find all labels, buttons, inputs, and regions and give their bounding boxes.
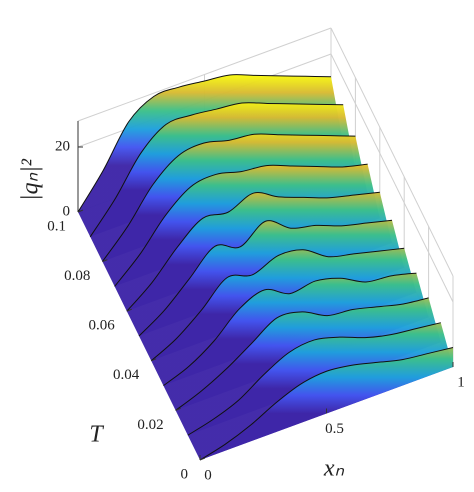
surface-line — [77, 74, 332, 213]
y-tick — [175, 407, 181, 411]
surface-line — [114, 163, 368, 287]
y-tick-label: 0.08 — [64, 268, 90, 284]
surface-line — [89, 102, 344, 238]
z-axis-label: |qₙ|² — [18, 158, 44, 201]
surface-line — [126, 191, 380, 312]
surface-line — [187, 322, 441, 436]
surface-strip — [200, 347, 453, 460]
grid-line — [330, 53, 454, 303]
y-tick — [151, 358, 157, 362]
z-tick-label: 20 — [55, 138, 70, 154]
y-tick-label: 0.06 — [89, 318, 116, 334]
y-tick-label: 0.02 — [137, 417, 163, 433]
grid-line — [330, 27, 454, 277]
y-tick — [77, 209, 84, 213]
surface-line — [150, 247, 405, 362]
y-tick — [126, 308, 132, 312]
z-tick-label: 0 — [63, 203, 71, 219]
x-axis-label: xₙ — [323, 456, 345, 482]
x-tick-label: 0.5 — [325, 421, 344, 437]
surface-line — [101, 133, 356, 262]
y-tick-label: 0.04 — [113, 367, 140, 383]
x-tick-label: 1 — [457, 374, 465, 390]
surface-line — [138, 219, 393, 337]
surface-line — [163, 272, 417, 386]
x-tick-label: 0 — [204, 467, 212, 483]
grid-line — [77, 27, 332, 122]
y-axis-label: T — [89, 422, 104, 448]
y-tick-label: 0.1 — [47, 218, 66, 234]
surface-line — [175, 297, 429, 411]
y-tick — [102, 259, 108, 263]
surface-line — [199, 347, 454, 461]
y-tick-label: 0 — [181, 466, 189, 482]
y-tick — [199, 457, 206, 461]
